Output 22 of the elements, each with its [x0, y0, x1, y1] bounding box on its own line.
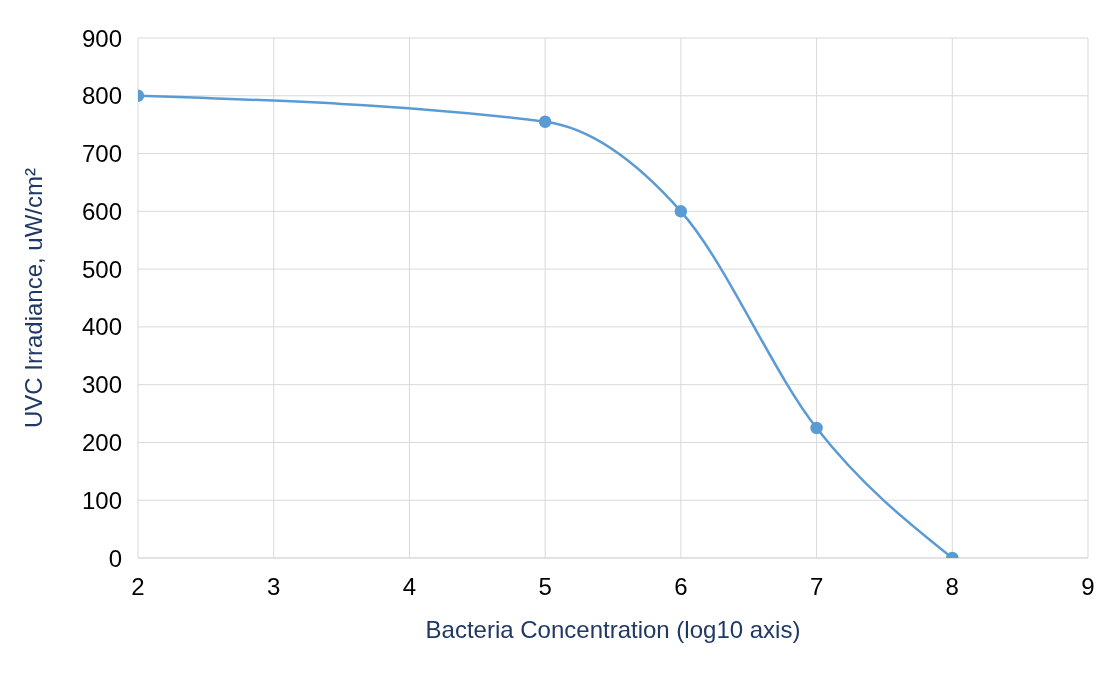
point: [538, 115, 552, 129]
y-tick-label: 800: [81, 82, 122, 110]
y-axis-title: UVC Irradiance, uW/cm²: [19, 167, 47, 429]
y-tick-label: 400: [81, 313, 122, 341]
point: [674, 205, 688, 218]
y-tick-label: 700: [81, 140, 122, 168]
x-tick-label: 8: [945, 573, 959, 601]
y-tick-label: 200: [81, 428, 122, 456]
y-tick-label: 0: [108, 544, 122, 572]
x-tick-label: 5: [538, 573, 552, 601]
x-tick-label: 4: [402, 573, 417, 601]
y-tick-label: 100: [81, 486, 122, 514]
y-tick-label: 300: [81, 371, 122, 399]
x-tick-label: 7: [809, 573, 824, 601]
y-tick-label: 600: [81, 197, 122, 225]
x-tick-label: 9: [1081, 573, 1095, 601]
y-tick-label: 500: [81, 255, 122, 283]
y-tick-label: 900: [81, 24, 122, 52]
x-axis-title: Bacteria Concentration (log10 axis): [425, 616, 801, 643]
x-tick-label: 2: [131, 573, 145, 601]
x-tick-label: 6: [674, 573, 688, 601]
x-tick-label: 3: [267, 573, 281, 601]
